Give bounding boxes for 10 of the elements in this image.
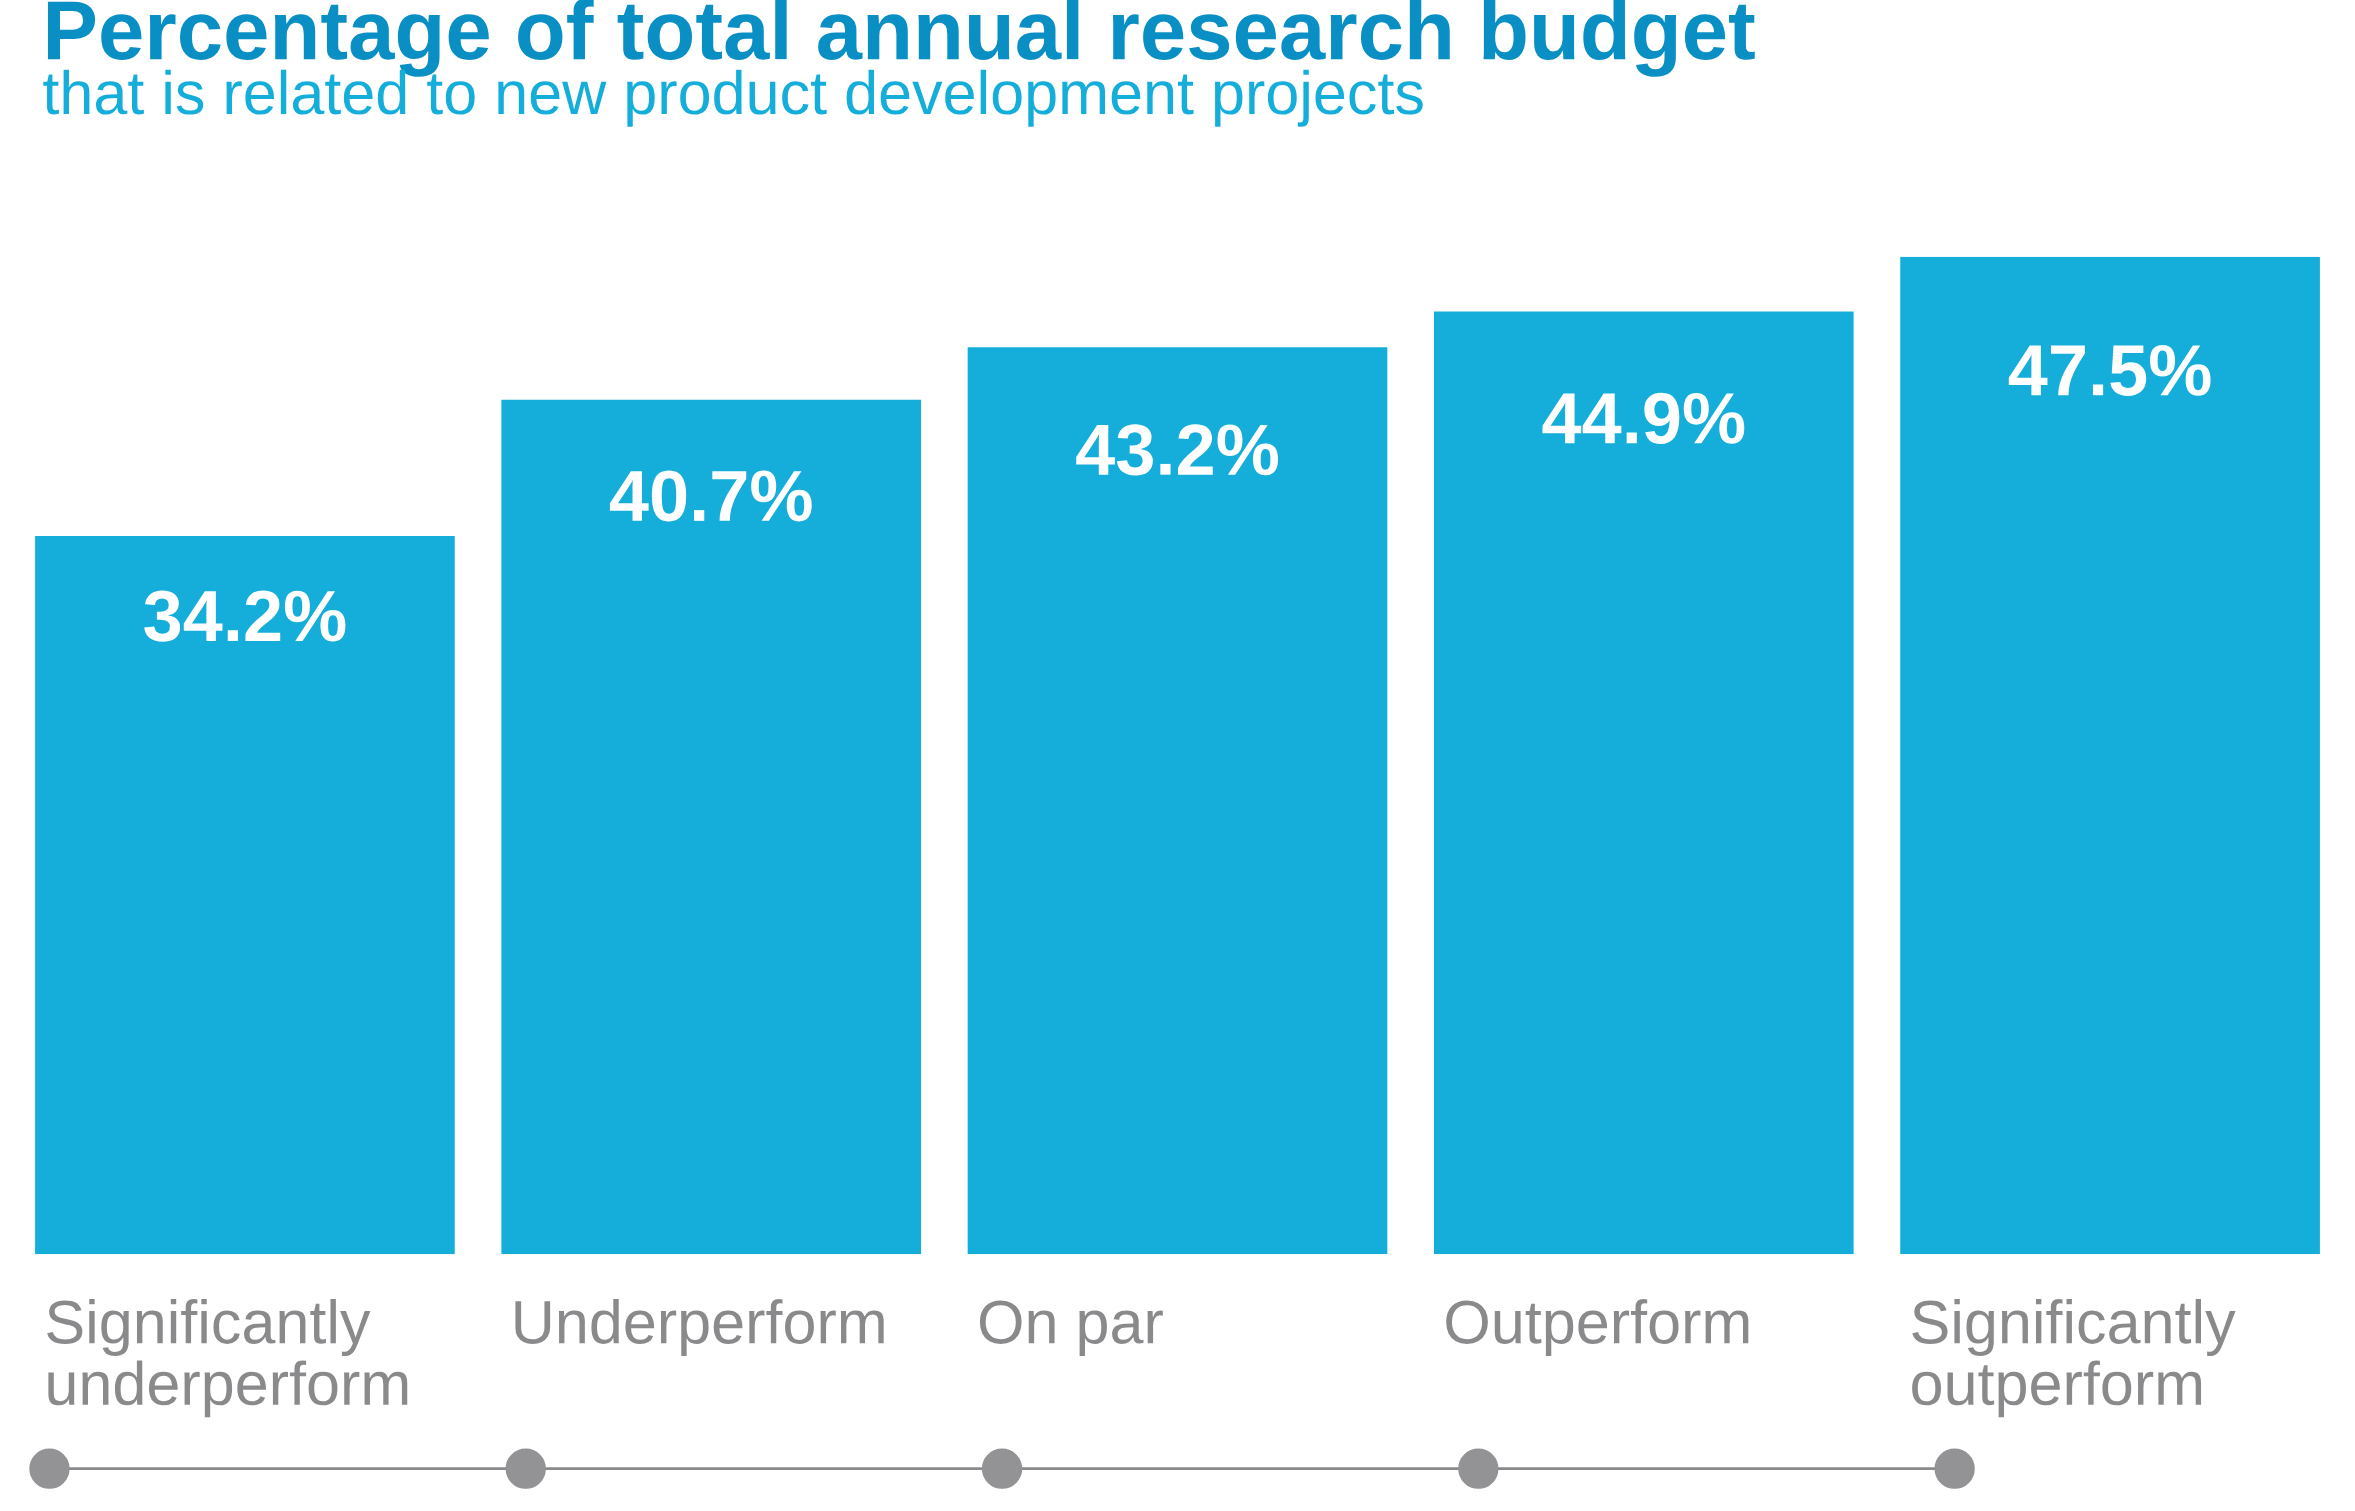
data-label: 40.7% bbox=[609, 470, 812, 522]
data-label: 43.2% bbox=[1076, 424, 1278, 476]
x-tick-label: Significantly underperform bbox=[47, 1299, 408, 1418]
x-tick-label: Outperform bbox=[1446, 1299, 1749, 1356]
x-tick-label: Significantly outperform bbox=[1912, 1299, 2236, 1418]
x-tick-label: Underperform bbox=[515, 1299, 884, 1356]
x-tick-label: On par bbox=[979, 1300, 1163, 1356]
data-label: 34.2% bbox=[144, 590, 346, 642]
data-label: 47.5% bbox=[2008, 344, 2211, 396]
data-label: 44.9% bbox=[1542, 392, 1745, 444]
